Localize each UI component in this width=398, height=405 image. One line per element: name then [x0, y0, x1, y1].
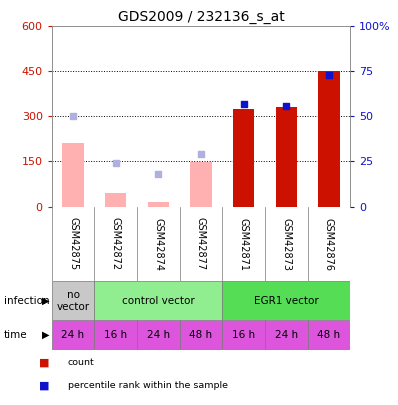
Text: ▶: ▶	[42, 296, 49, 306]
Text: GSM42875: GSM42875	[68, 217, 78, 271]
Text: GSM42873: GSM42873	[281, 217, 291, 271]
Text: GSM42877: GSM42877	[196, 217, 206, 271]
Text: GSM42874: GSM42874	[153, 217, 163, 271]
Text: 16 h: 16 h	[232, 330, 255, 340]
Bar	[265, 320, 308, 350]
Bar	[190, 162, 212, 207]
Bar	[275, 107, 297, 207]
Bar	[94, 320, 137, 350]
Text: time: time	[4, 330, 27, 340]
Bar	[105, 193, 127, 207]
Bar	[318, 71, 339, 207]
Bar	[148, 202, 169, 207]
Text: GSM42876: GSM42876	[324, 217, 334, 271]
Text: EGR1 vector: EGR1 vector	[254, 296, 319, 306]
Text: 16 h: 16 h	[104, 330, 127, 340]
Text: 48 h: 48 h	[189, 330, 213, 340]
Text: 24 h: 24 h	[147, 330, 170, 340]
Text: 48 h: 48 h	[317, 330, 340, 340]
Text: GSM42871: GSM42871	[239, 217, 249, 271]
Point	[70, 113, 76, 120]
Bar	[179, 320, 222, 350]
Bar	[52, 320, 94, 350]
Bar	[222, 281, 350, 320]
Text: ■: ■	[39, 358, 49, 367]
Bar	[222, 320, 265, 350]
Text: 24 h: 24 h	[275, 330, 298, 340]
Title: GDS2009 / 232136_s_at: GDS2009 / 232136_s_at	[118, 10, 284, 24]
Bar	[94, 281, 222, 320]
Point	[113, 160, 119, 166]
Text: count: count	[68, 358, 94, 367]
Text: 24 h: 24 h	[62, 330, 85, 340]
Text: GSM42872: GSM42872	[111, 217, 121, 271]
Point	[326, 72, 332, 78]
Text: ■: ■	[39, 381, 49, 391]
Bar	[308, 320, 350, 350]
Bar	[233, 109, 254, 207]
Text: no
vector: no vector	[57, 290, 90, 311]
Bar	[62, 143, 84, 207]
Point	[283, 102, 289, 109]
Text: percentile rank within the sample: percentile rank within the sample	[68, 382, 228, 390]
Point	[198, 151, 204, 158]
Text: infection: infection	[4, 296, 50, 306]
Point	[155, 171, 162, 177]
Bar	[52, 281, 94, 320]
Text: ▶: ▶	[42, 330, 49, 340]
Bar	[137, 320, 179, 350]
Text: control vector: control vector	[122, 296, 195, 306]
Point	[240, 100, 247, 107]
